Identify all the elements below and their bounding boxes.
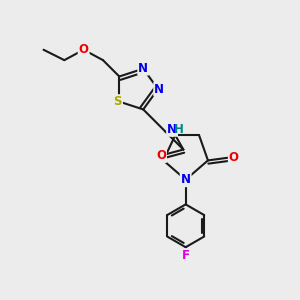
Text: F: F bbox=[182, 249, 190, 262]
Text: O: O bbox=[156, 149, 166, 162]
Text: N: N bbox=[167, 123, 177, 136]
Text: N: N bbox=[181, 173, 191, 186]
Text: N: N bbox=[154, 82, 164, 96]
Text: H: H bbox=[174, 123, 184, 136]
Text: O: O bbox=[229, 151, 239, 164]
Text: S: S bbox=[114, 95, 122, 108]
Text: O: O bbox=[79, 43, 88, 56]
Text: N: N bbox=[138, 61, 148, 75]
